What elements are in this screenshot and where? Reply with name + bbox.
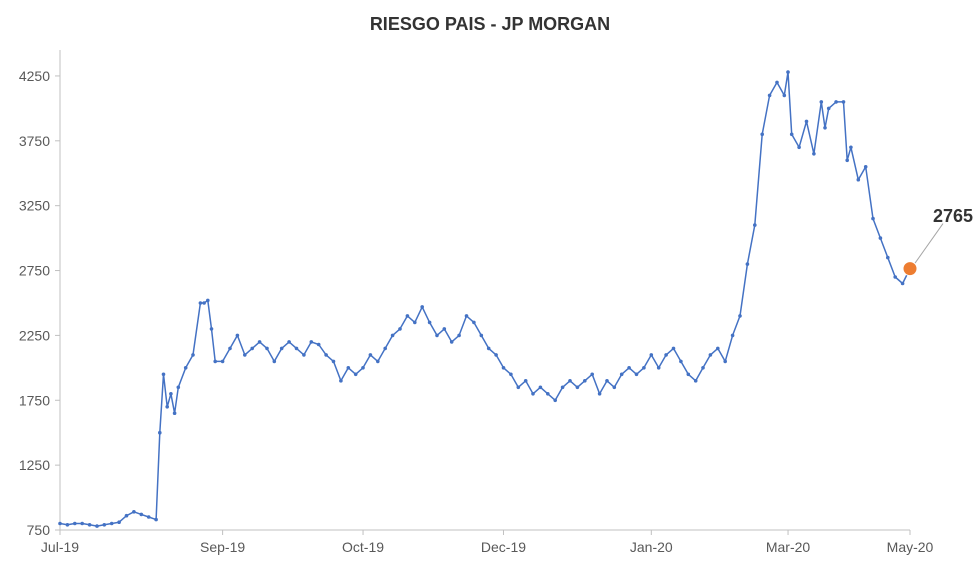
svg-text:1250: 1250 — [19, 457, 50, 473]
svg-text:Dec-19: Dec-19 — [481, 539, 526, 555]
svg-text:3250: 3250 — [19, 198, 50, 214]
callout-value-label: 2765 — [933, 206, 973, 227]
svg-text:3750: 3750 — [19, 133, 50, 149]
chart-container: RIESGO PAIS - JP MORGAN 7501250175022502… — [0, 0, 980, 574]
svg-text:Mar-20: Mar-20 — [766, 539, 811, 555]
svg-text:2250: 2250 — [19, 327, 50, 343]
svg-text:Jul-19: Jul-19 — [41, 539, 79, 555]
svg-text:4250: 4250 — [19, 68, 50, 84]
svg-text:Jan-20: Jan-20 — [630, 539, 673, 555]
svg-text:1750: 1750 — [19, 392, 50, 408]
chart-svg: 750 1250 1750 2250 2750 3250 3750 4250 Jul-19 Sep… — [0, 0, 980, 574]
svg-text:2750: 2750 — [19, 263, 50, 279]
svg-text:May-20: May-20 — [887, 539, 934, 555]
svg-text:Sep-19: Sep-19 — [200, 539, 245, 555]
svg-text:750: 750 — [27, 522, 51, 538]
svg-text:Oct-19: Oct-19 — [342, 539, 384, 555]
